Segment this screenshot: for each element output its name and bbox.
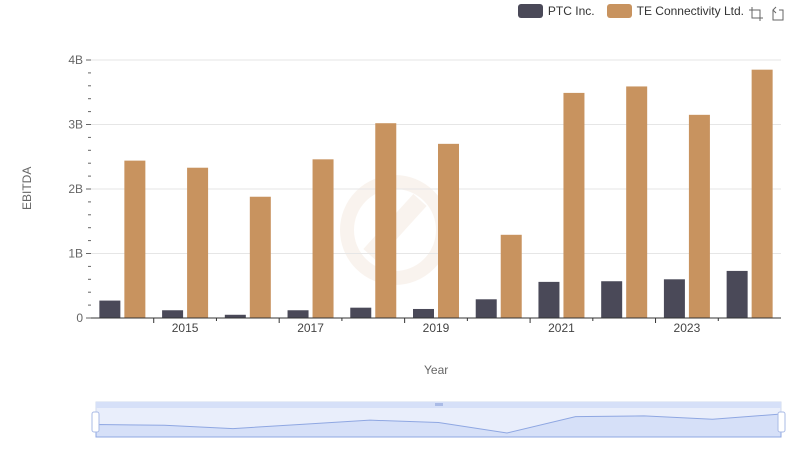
data-zoom-slider[interactable] [91, 401, 786, 438]
y-tick-label: 3B [68, 118, 83, 132]
bar-te [626, 86, 648, 318]
bar-te [688, 114, 710, 318]
zoom-handle-left [91, 411, 100, 433]
y-tick-label: 0 [76, 311, 83, 325]
bar-ptc [413, 308, 434, 318]
x-tick-label: 2019 [423, 321, 450, 335]
bar-ptc [663, 279, 685, 318]
bar-te [375, 123, 397, 319]
toolbox [742, 6, 786, 22]
legend-swatch-ptc [517, 4, 543, 18]
y-tick-label: 1B [68, 247, 83, 261]
y-tick-label: 2B [68, 182, 83, 196]
bar-te [124, 160, 146, 318]
x-tick-label: 2023 [674, 321, 701, 335]
zoom-handle-right [777, 411, 786, 433]
legend-swatch-te [606, 4, 632, 18]
bar-te [187, 167, 209, 318]
y-axis-title: EBITDA [20, 166, 34, 210]
bar-te [500, 234, 522, 318]
zoom-icon[interactable] [748, 6, 764, 22]
legend-item-te[interactable]: TE Connectivity Ltd. [606, 4, 744, 18]
bar-ptc [475, 299, 497, 318]
y-tick-label: 4B [68, 53, 83, 67]
zoom-preview-area [95, 413, 782, 438]
x-tick-label: 2017 [297, 321, 324, 335]
bar-te [438, 143, 459, 318]
restore-icon[interactable] [770, 6, 786, 22]
x-axis: 2015 2017 2019 2021 2023 [91, 317, 781, 335]
zoom-drag-grip [435, 403, 443, 406]
legend-label-te: TE Connectivity Ltd. [636, 4, 744, 18]
bar-te [751, 69, 773, 318]
bar-ptc [99, 300, 121, 318]
bar-te [312, 159, 334, 318]
bar-te [563, 92, 585, 319]
bar-ptc [726, 270, 748, 318]
y-axis: 0 1B 2B 3B 4B [68, 53, 91, 325]
bar-ptc [224, 314, 246, 318]
bar-ptc [287, 310, 309, 318]
x-tick-label: 2021 [548, 321, 575, 335]
bar-ptc [538, 281, 560, 318]
bar-te [249, 196, 271, 318]
legend: PTC Inc. TE Connectivity Ltd. [506, 4, 744, 18]
x-tick-label: 2015 [172, 321, 199, 335]
x-axis-title: Year [424, 363, 449, 377]
bar-ptc [350, 307, 372, 318]
bar-ptc [162, 310, 184, 318]
legend-label-ptc: PTC Inc. [547, 4, 595, 18]
bars [99, 69, 773, 319]
legend-item-ptc[interactable]: PTC Inc. [517, 4, 595, 18]
bar-ptc [601, 281, 623, 318]
